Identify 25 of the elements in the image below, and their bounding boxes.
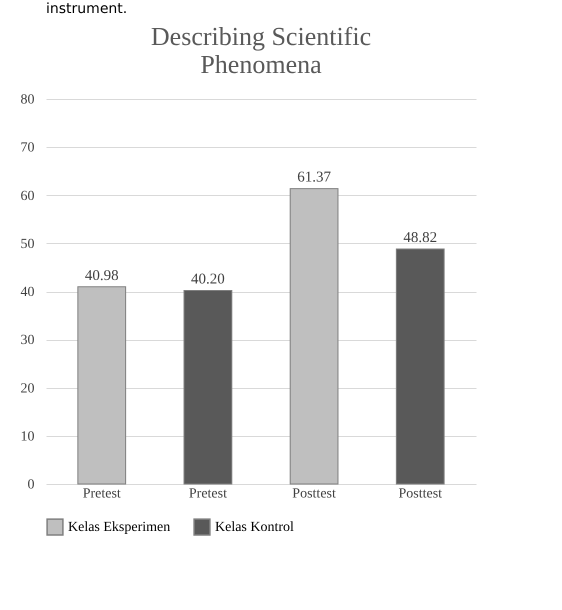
bar bbox=[77, 286, 126, 484]
x-tick-label: Pretest bbox=[188, 486, 228, 502]
y-tick-label: 60 bbox=[20, 188, 34, 204]
bar bbox=[396, 248, 445, 484]
data-label: 48.82 bbox=[403, 230, 438, 246]
legend-label: Kelas Eksperimen bbox=[68, 520, 170, 536]
x-tick-label: Pretest bbox=[82, 486, 121, 502]
y-tick-label: 50 bbox=[20, 236, 34, 252]
y-tick-label: 20 bbox=[20, 381, 34, 396]
y-tick-label: 40 bbox=[20, 285, 34, 300]
y-tick-label: 80 bbox=[20, 92, 34, 108]
data-label: 40.98 bbox=[84, 268, 119, 284]
chart-title: Describing Scientific Phenomena bbox=[150, 22, 372, 79]
y-tick-label: 30 bbox=[20, 333, 34, 348]
bar bbox=[184, 290, 232, 484]
y-tick-label: 70 bbox=[20, 140, 34, 156]
y-tick-label: 10 bbox=[20, 429, 34, 444]
x-tick-label: Posttest bbox=[292, 486, 336, 502]
legend-label: Kelas Kontrol bbox=[215, 520, 294, 536]
y-tick-label: 0 bbox=[28, 478, 34, 492]
text: instrument. bbox=[46, 1, 128, 17]
bar bbox=[290, 188, 338, 484]
data-label: 61.37 bbox=[297, 170, 332, 186]
x-tick-label: Posttest bbox=[398, 486, 442, 502]
data-label: 40.20 bbox=[191, 272, 225, 288]
